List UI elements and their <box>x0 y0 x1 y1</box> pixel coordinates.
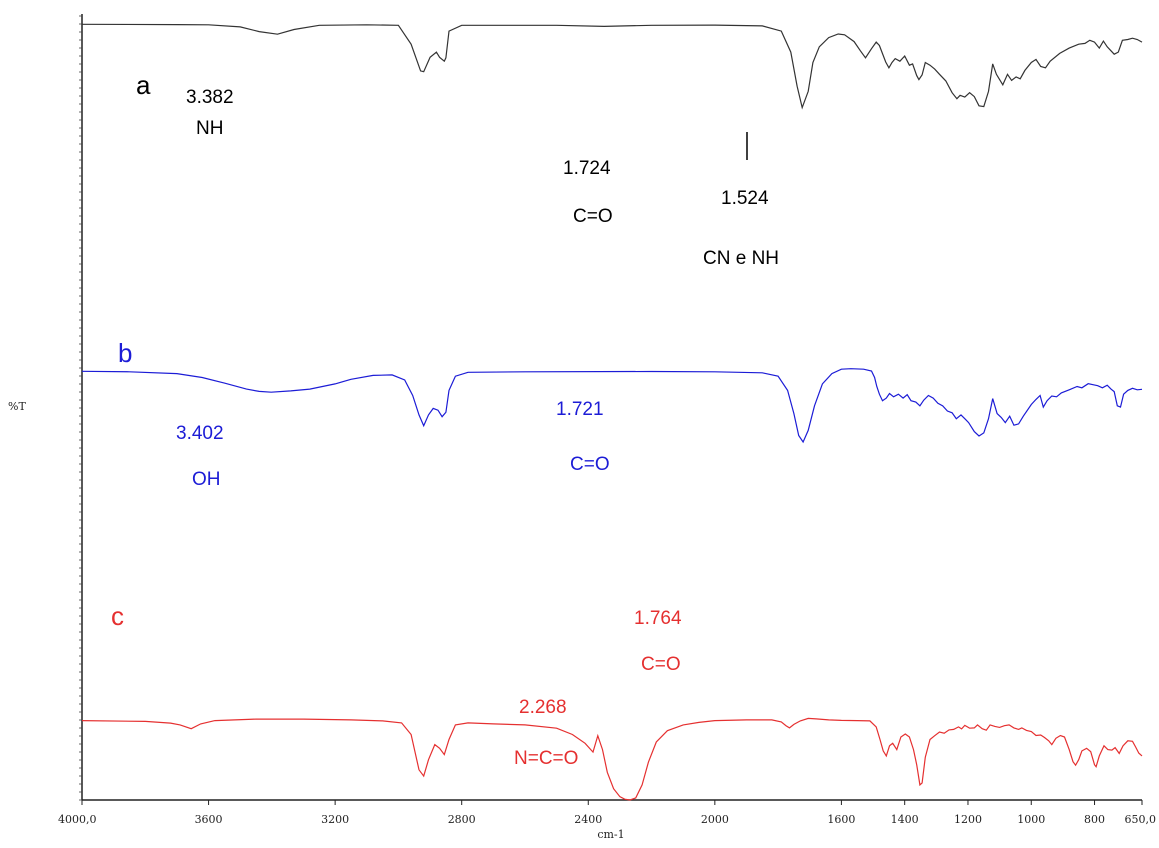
spectrum-c-letter: c <box>111 601 124 631</box>
x-tick-label-2800: 2800 <box>448 813 476 826</box>
x-tick-label-2400: 2400 <box>574 813 602 826</box>
spectrum-b-letter: b <box>118 338 132 368</box>
x-tick-label-1400: 1400 <box>891 813 919 826</box>
x-tick-label-2000: 2000 <box>701 813 729 826</box>
annotation-a-1724-value: 1.724 <box>563 158 611 179</box>
annotation-b-1721-group: C=O <box>570 454 610 475</box>
spectrum-a-line <box>81 23 1143 110</box>
annotation-c-1764-value: 1.764 <box>634 608 682 629</box>
annotation-c-1764-group: C=O <box>641 654 681 675</box>
annotation-b-3402-value: 3.402 <box>176 423 224 444</box>
annotation-a-1724-group: C=O <box>573 206 613 227</box>
annotation-a-1524-value: 1.524 <box>721 188 769 209</box>
annotation-a-3382-group: NH <box>196 118 223 139</box>
annotation-b-3402-group: OH <box>192 469 221 490</box>
spectrum-b-line <box>81 368 1143 444</box>
x-tick-label-1600: 1600 <box>827 813 855 826</box>
x-axis-ticks: 4000,0 3600 3200 2800 2400 2000 1600 1400 1200 10… <box>58 800 1156 826</box>
x-axis-label: cm-1 <box>597 828 624 841</box>
annotation-c-2268-value: 2.268 <box>519 697 567 718</box>
y-axis-minor-ticks <box>79 15 82 801</box>
annotation-a-3382-value: 3.382 <box>186 87 234 108</box>
x-tick-label-3600: 3600 <box>195 813 223 826</box>
y-axis-label: %T <box>8 400 26 413</box>
spectrum-c-line <box>81 717 1143 801</box>
x-tick-label-1200: 1200 <box>954 813 982 826</box>
annotation-a-1524-group: CN e NH <box>703 248 779 269</box>
annotation-b-1721-value: 1.721 <box>556 399 604 420</box>
x-tick-label-800: 800 <box>1084 813 1105 826</box>
x-tick-label-1000: 1000 <box>1017 813 1045 826</box>
x-tick-label-650: 650,0 <box>1125 813 1157 826</box>
spectrum-a-letter: a <box>136 70 151 100</box>
annotation-c-2268-group: N=C=O <box>514 748 578 769</box>
x-tick-label-4000: 4000,0 <box>58 813 97 826</box>
x-tick-label-3200: 3200 <box>321 813 349 826</box>
